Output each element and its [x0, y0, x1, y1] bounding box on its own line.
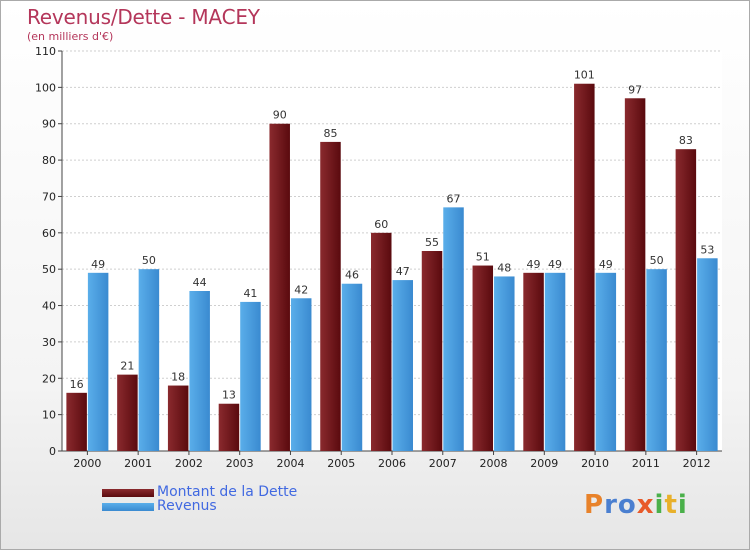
x-tick-label: 2012 — [683, 457, 711, 470]
x-tick-label: 2002 — [175, 457, 203, 470]
y-tick-label: 60 — [42, 227, 56, 240]
logo-letter: r — [604, 490, 618, 520]
bar-dette-2001 — [117, 374, 138, 451]
logo-letter: t — [664, 490, 678, 520]
bar-dette-2011 — [624, 98, 646, 451]
x-tick-label: 2011 — [632, 457, 660, 470]
data-label-revenus-2007: 67 — [447, 192, 461, 205]
proxiti-logo: Proxiti — [584, 490, 688, 520]
legend-swatch-revenus — [102, 503, 154, 511]
data-label-dette-2012: 83 — [679, 134, 693, 147]
bar-revenus-2005 — [341, 283, 363, 451]
x-tick-label: 2001 — [124, 457, 152, 470]
bar-dette-2010 — [574, 83, 595, 452]
bar-dette-2009 — [523, 272, 544, 451]
logo-letter: x — [636, 490, 655, 520]
logo-letter: i — [677, 490, 688, 520]
data-label-dette-2009: 49 — [527, 258, 541, 271]
data-label-dette-2007: 55 — [425, 236, 439, 249]
legend-swatch-dette — [102, 489, 154, 497]
logo-letter: i — [654, 490, 665, 520]
data-label-revenus-2005: 46 — [345, 269, 359, 282]
x-tick-label: 2009 — [530, 457, 558, 470]
x-tick-label: 2000 — [73, 457, 101, 470]
bar-revenus-2008 — [494, 276, 515, 451]
data-label-revenus-2008: 48 — [497, 261, 511, 274]
data-label-revenus-2010: 49 — [599, 258, 613, 271]
bar-dette-2006 — [371, 232, 392, 451]
bar-revenus-2001 — [138, 269, 160, 451]
legend-label-dette: Montant de la Dette — [157, 484, 298, 500]
data-label-dette-2000: 16 — [70, 378, 84, 391]
data-label-dette-2008: 51 — [476, 251, 490, 264]
data-label-dette-2005: 85 — [323, 127, 337, 140]
data-label-revenus-2009: 49 — [548, 258, 562, 271]
bar-revenus-2007 — [443, 207, 464, 451]
legend-label-revenus: Revenus — [157, 498, 217, 514]
bar-dette-2007 — [421, 251, 443, 451]
data-label-revenus-2002: 44 — [193, 276, 207, 289]
y-tick-label: 100 — [35, 81, 56, 94]
data-label-revenus-2001: 50 — [142, 254, 156, 267]
y-tick-label: 110 — [35, 45, 56, 58]
y-tick-label: 50 — [42, 263, 56, 276]
bar-dette-2000 — [66, 392, 87, 451]
bar-revenus-2009 — [544, 272, 566, 451]
x-tick-label: 2008 — [480, 457, 508, 470]
x-tick-label: 2005 — [327, 457, 355, 470]
data-label-revenus-2012: 53 — [700, 243, 714, 256]
y-tick-label: 70 — [42, 190, 56, 203]
bar-revenus-2010 — [595, 272, 617, 451]
bar-revenus-2012 — [697, 258, 718, 451]
y-tick-label: 20 — [42, 372, 56, 385]
x-tick-label: 2006 — [378, 457, 406, 470]
bar-dette-2003 — [218, 403, 240, 451]
bar-dette-2005 — [320, 141, 341, 451]
bar-dette-2008 — [472, 265, 494, 451]
data-label-revenus-2003: 41 — [243, 287, 257, 300]
data-label-dette-2011: 97 — [628, 83, 642, 96]
x-tick-label: 2004 — [276, 457, 304, 470]
data-label-dette-2003: 13 — [222, 389, 236, 402]
bar-revenus-2004 — [290, 298, 312, 451]
bar-revenus-2002 — [189, 291, 210, 451]
plot-area — [62, 51, 722, 451]
x-tick-label: 2003 — [226, 457, 254, 470]
bar-dette-2002 — [167, 385, 189, 451]
data-label-revenus-2000: 49 — [91, 258, 105, 271]
chart-subtitle: (en milliers d'€) — [27, 30, 114, 43]
x-tick-label: 2010 — [581, 457, 609, 470]
y-tick-label: 10 — [42, 409, 56, 422]
logo-letter: P — [584, 490, 605, 520]
data-label-dette-2002: 18 — [171, 371, 185, 384]
data-label-dette-2010: 101 — [574, 69, 595, 82]
y-tick-label: 80 — [42, 154, 56, 167]
data-label-revenus-2004: 42 — [294, 283, 308, 296]
logo-letter: o — [617, 490, 637, 520]
data-label-revenus-2011: 50 — [650, 254, 664, 267]
y-tick-label: 90 — [42, 118, 56, 131]
data-label-dette-2001: 21 — [120, 360, 134, 373]
y-tick-label: 30 — [42, 336, 56, 349]
chart-title: Revenus/Dette - MACEY — [27, 5, 260, 29]
x-tick-label: 2007 — [429, 457, 457, 470]
bar-revenus-2003 — [240, 301, 261, 451]
bar-dette-2004 — [269, 123, 290, 452]
bar-revenus-2011 — [646, 269, 667, 451]
bar-revenus-2000 — [87, 272, 109, 451]
y-tick-label: 40 — [42, 300, 56, 313]
data-label-revenus-2006: 47 — [396, 265, 410, 278]
bar-dette-2012 — [675, 149, 697, 451]
data-label-dette-2004: 90 — [273, 109, 287, 122]
data-label-dette-2006: 60 — [374, 218, 388, 231]
y-tick-label: 0 — [49, 445, 56, 458]
bar-revenus-2006 — [392, 280, 413, 451]
